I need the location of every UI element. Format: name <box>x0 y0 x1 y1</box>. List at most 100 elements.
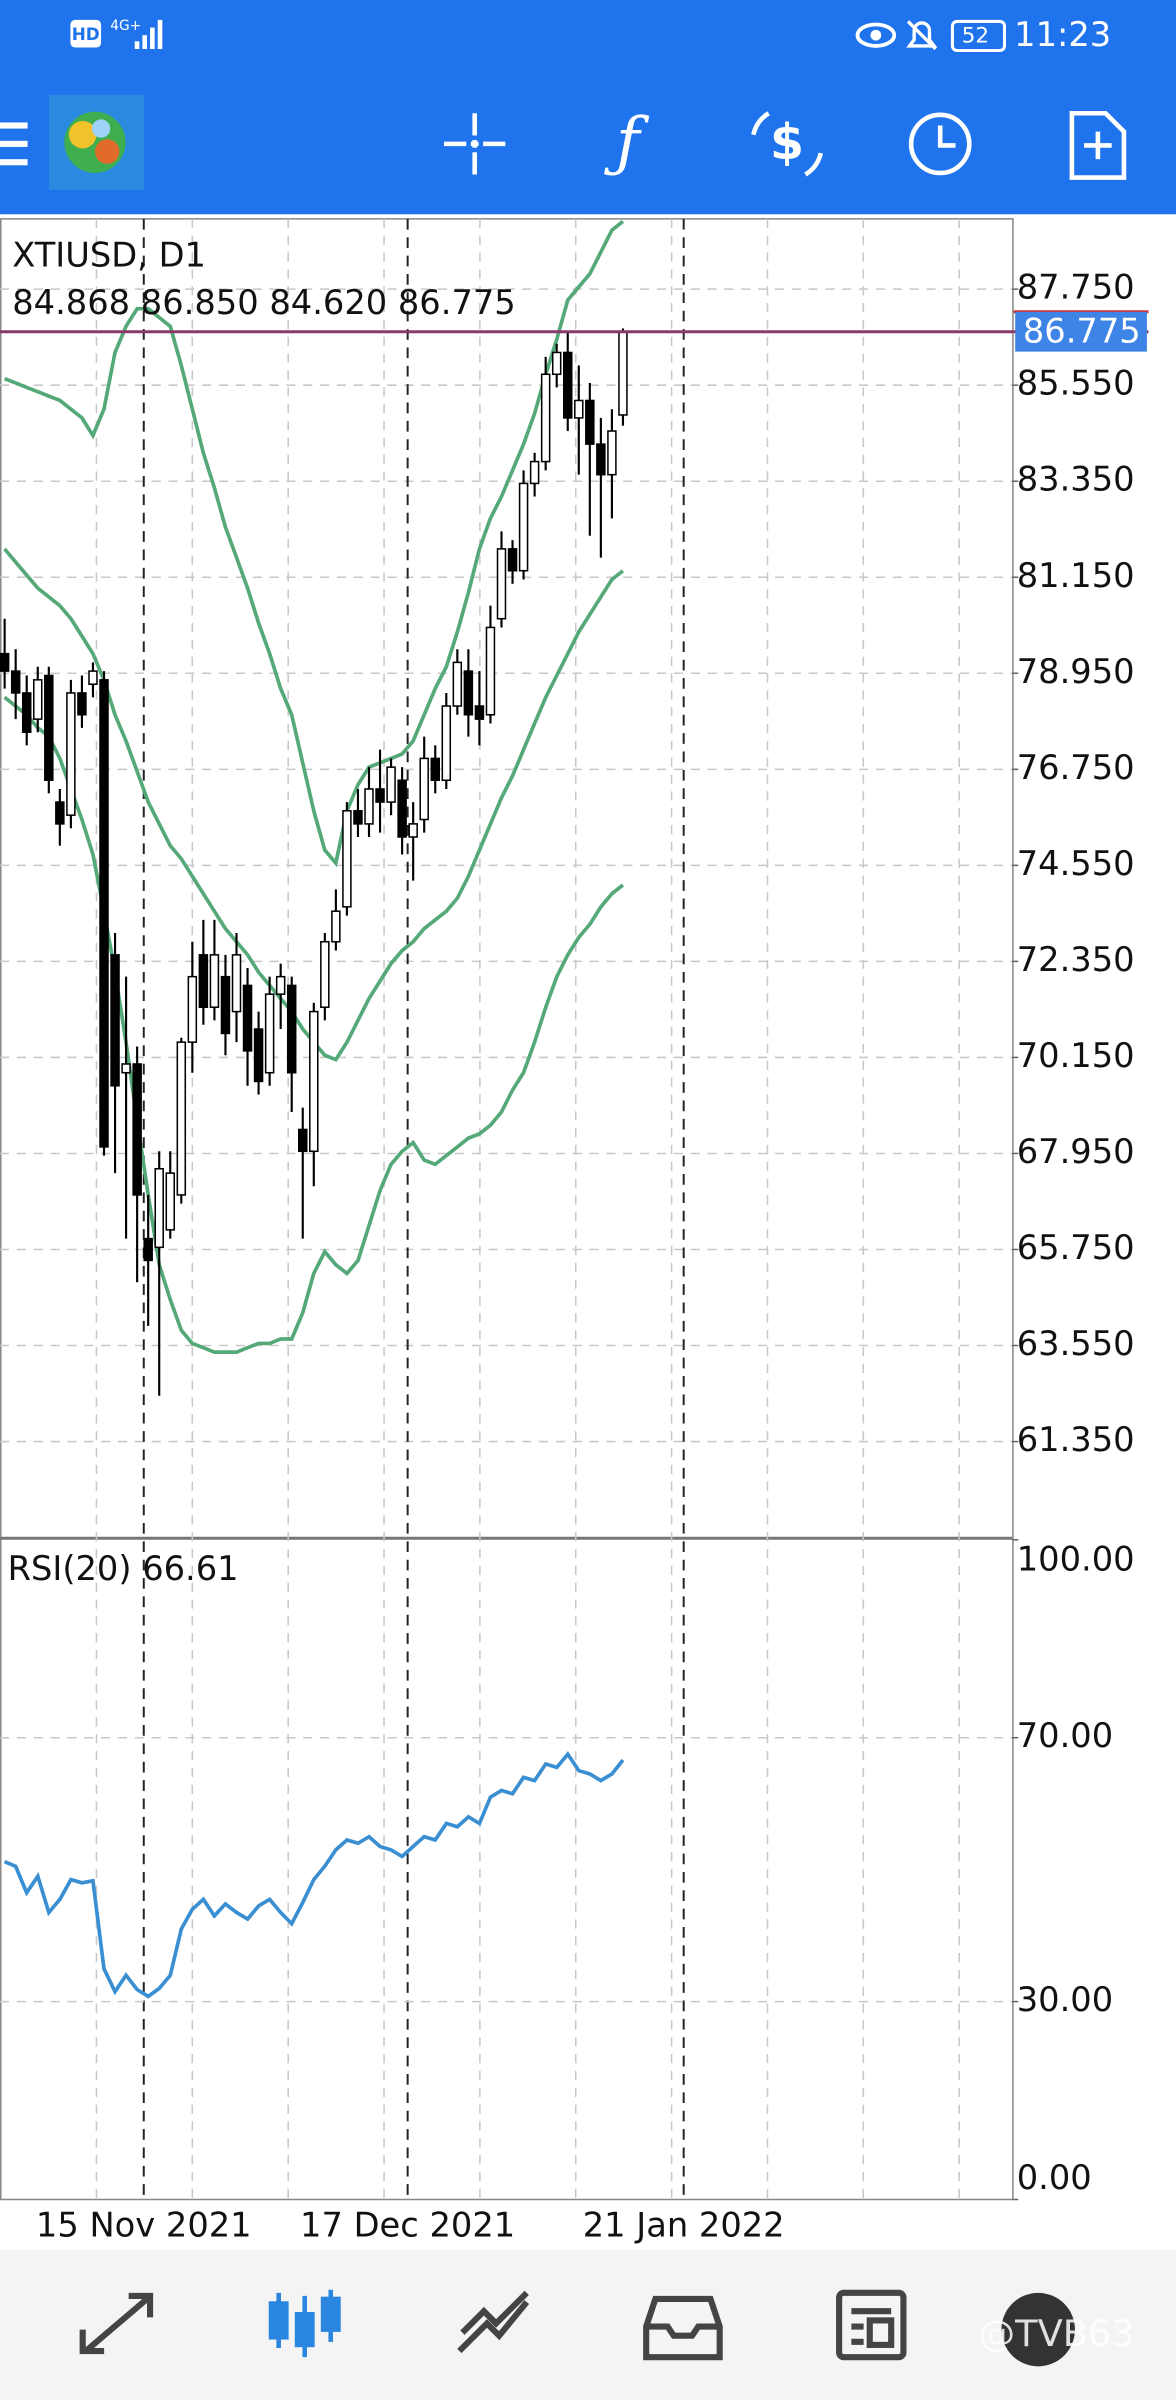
x-tick-label: 15 Nov 2021 <box>36 2206 252 2245</box>
candle-body <box>331 910 341 943</box>
signal-bars <box>134 19 163 49</box>
hd-badge <box>70 19 102 48</box>
candle-body <box>562 351 573 419</box>
crosshair-button[interactable] <box>444 113 506 175</box>
candle-body <box>397 779 407 838</box>
candle-body <box>596 443 606 476</box>
chart-frame <box>0 218 1014 2201</box>
app-icon[interactable] <box>49 94 144 190</box>
trade-tab[interactable] <box>457 2290 530 2354</box>
quotes-tab[interactable] <box>79 2292 154 2355</box>
candle-body <box>66 692 76 816</box>
mute-icon <box>906 20 938 51</box>
y-tick-label: 30.00 <box>1017 1980 1113 2019</box>
candle-body <box>231 954 242 1013</box>
candle-body <box>242 984 253 1052</box>
candle-body <box>441 705 452 782</box>
candle-body <box>474 705 485 720</box>
band-line <box>3 220 625 868</box>
news-tab[interactable] <box>836 2289 907 2361</box>
history-tab[interactable] <box>643 2295 723 2361</box>
y-tick-label: 78.950 <box>1017 652 1135 691</box>
candle-body <box>618 330 628 416</box>
candle-body <box>574 399 584 419</box>
candle-body <box>110 954 120 1087</box>
new-order-button[interactable] <box>1069 110 1127 180</box>
candle-body <box>165 1172 176 1231</box>
svg-text:$: $ <box>770 114 804 171</box>
candle-body <box>176 1041 187 1196</box>
candle-body <box>187 975 198 1043</box>
battery-label: 52 <box>962 24 989 49</box>
candle-body <box>529 460 540 485</box>
candle-body <box>132 1063 142 1196</box>
candle-body <box>463 670 474 716</box>
top-bar <box>0 0 1176 215</box>
candle-body <box>99 679 109 1148</box>
candle-body <box>430 757 440 782</box>
candle-body <box>220 975 231 1035</box>
menu-button[interactable] <box>0 122 28 166</box>
battery-icon <box>950 19 1007 53</box>
y-tick-label: 70.00 <box>1017 1716 1113 1755</box>
ohlc-text: 84.868 86.850 84.620 86.775 <box>12 283 515 322</box>
candle-body <box>286 984 297 1074</box>
candle-body <box>585 399 595 445</box>
candle-body <box>408 823 418 838</box>
eye-icon <box>855 22 897 48</box>
price-badge <box>1015 311 1147 352</box>
y-tick-label: 83.350 <box>1017 460 1135 499</box>
candle-body <box>507 548 518 572</box>
y-tick-label: 81.150 <box>1017 556 1135 595</box>
candle-body <box>264 993 275 1074</box>
rsi-line <box>3 1751 625 1999</box>
signal-label: 4G+ <box>110 18 141 34</box>
candle-body <box>44 674 54 782</box>
candle-body <box>320 940 330 1008</box>
y-tick-label: 74.550 <box>1017 844 1135 883</box>
clock: 11:23 <box>1014 15 1111 54</box>
candle-body <box>607 430 617 476</box>
x-tick-label: 17 Dec 2021 <box>300 2206 515 2245</box>
candle-body <box>253 1028 264 1083</box>
y-tick-label: 63.550 <box>1017 1324 1135 1363</box>
candle-body <box>198 954 209 1008</box>
x-tick-label: 21 Jan 2022 <box>583 2206 785 2245</box>
eye-pupil <box>870 29 882 41</box>
candle-body <box>275 975 286 995</box>
y-tick-label: 72.350 <box>1017 940 1135 979</box>
y-tick-label: 70.150 <box>1017 1036 1135 1075</box>
candle-body <box>55 801 65 825</box>
y-tick-label: 0.00 <box>1017 2158 1092 2197</box>
bottom-nav <box>0 2250 1176 2400</box>
candle-body <box>551 351 562 376</box>
y-tick-label: 100.00 <box>1017 1540 1135 1579</box>
y-tick-label: 65.750 <box>1017 1228 1135 1267</box>
candle-body <box>121 1063 131 1074</box>
candle-body <box>10 670 21 694</box>
price-badge-label: 86.775 <box>1023 312 1141 351</box>
candle-body <box>33 679 43 720</box>
symbol-title: XTIUSD, D1 <box>12 236 206 275</box>
candle-body <box>154 1167 164 1249</box>
candle-body <box>518 482 529 572</box>
candle-body <box>364 788 374 825</box>
candle-body <box>452 661 463 707</box>
candle-body <box>375 788 385 803</box>
history-button[interactable] <box>908 112 972 176</box>
candle-body <box>485 626 496 716</box>
candle-body <box>386 766 396 803</box>
watermark: @TVB63 <box>978 2312 1134 2355</box>
chart-tab[interactable] <box>268 2289 341 2358</box>
settings-tab[interactable] <box>1001 2292 1075 2367</box>
candle-body <box>419 757 429 821</box>
candle-body <box>353 810 363 825</box>
y-tick-label: 61.350 <box>1017 1420 1135 1459</box>
candle-body <box>540 373 551 463</box>
trade-button[interactable]: $ <box>751 111 823 177</box>
candle-body <box>309 1010 319 1153</box>
candle-body <box>298 1128 308 1153</box>
rsi-title: RSI(20) 66.61 <box>8 1549 239 1588</box>
